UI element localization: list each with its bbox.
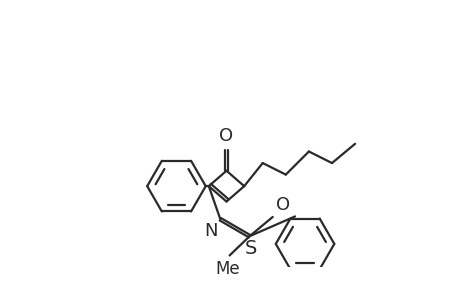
- Text: S: S: [245, 239, 257, 258]
- Text: Me: Me: [215, 260, 240, 278]
- Text: N: N: [203, 222, 217, 240]
- Text: O: O: [219, 127, 233, 145]
- Text: O: O: [275, 196, 289, 214]
